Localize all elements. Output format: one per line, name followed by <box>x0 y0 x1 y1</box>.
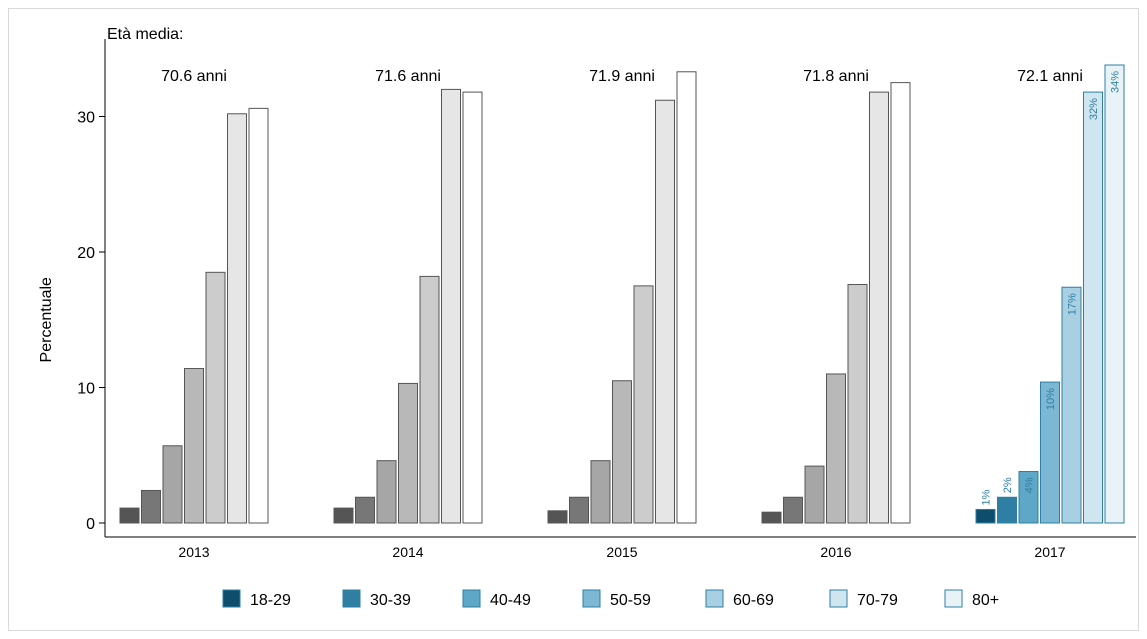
bar-label-80+: 34% <box>1110 71 1122 93</box>
legend-label-40-49: 40-49 <box>490 592 531 609</box>
x-tick-label-2015: 2015 <box>606 544 637 560</box>
y-tick-label: 0 <box>86 516 95 533</box>
legend-swatch-50-59 <box>582 589 601 608</box>
mean-age-label-2016: 71.8 anni <box>803 68 869 85</box>
bar-2017-60-69 <box>1061 286 1082 524</box>
x-tick-label-2016: 2016 <box>820 544 851 560</box>
age-distribution-chart: 0 10 20 30 Percentuale Età media: 2013 70.6 an… <box>38 26 1136 609</box>
bar-2016-50-59 <box>826 373 846 524</box>
bar-2014-40-49 <box>376 460 397 524</box>
bar-2016-30-39 <box>783 496 803 524</box>
legend-swatch-60-69 <box>705 589 724 608</box>
axes: 0 10 20 30 Percentuale <box>38 39 1136 538</box>
bar-label-18-29: 1% <box>981 489 993 505</box>
bar-2013-40-49 <box>162 445 183 524</box>
legend-label-80+: 80+ <box>972 592 999 609</box>
bar-2015-30-39 <box>569 496 589 524</box>
y-tick-label: 20 <box>77 245 95 262</box>
mean-age-label-2017: 72.1 anni <box>1017 68 1083 85</box>
bar-2015-18-29 <box>547 510 568 524</box>
bar-2014-80+ <box>462 91 483 524</box>
bar-2015-40-49 <box>590 460 611 524</box>
legend-label-50-59: 50-59 <box>610 592 651 609</box>
bar-2017-80+ <box>1104 64 1125 524</box>
bar-2016-18-29 <box>761 511 782 524</box>
labels: Età media: 2013 70.6 anni 2014 71.6 anni 2015… <box>107 26 1122 560</box>
bar-2015-70-79 <box>655 99 675 524</box>
legend-swatch-30-39 <box>342 589 361 608</box>
bar-2013-18-29 <box>119 507 140 524</box>
bar-label-60-69: 17% <box>1067 293 1079 315</box>
bar-label-30-39: 2% <box>1002 477 1014 493</box>
bar-2014-30-39 <box>355 496 375 524</box>
bar-label-70-79: 32% <box>1088 98 1100 120</box>
x-tick-label-2014: 2014 <box>392 544 423 560</box>
bar-2017-30-39 <box>997 496 1017 524</box>
x-tick-label-2013: 2013 <box>178 544 209 560</box>
bars <box>119 64 1125 524</box>
bar-2013-80+ <box>248 107 269 524</box>
bar-2016-60-69 <box>847 284 868 524</box>
legend-swatch-80+ <box>944 589 963 608</box>
bar-2016-80+ <box>890 82 911 524</box>
bar-2015-50-59 <box>612 380 632 524</box>
bar-2015-80+ <box>676 71 697 524</box>
legend-swatch-18-29 <box>222 589 241 608</box>
bar-2013-60-69 <box>205 271 226 524</box>
bar-2014-50-59 <box>398 382 418 524</box>
bar-2016-40-49 <box>804 465 825 524</box>
mean-age-label-2014: 71.6 anni <box>375 68 441 85</box>
bar-2017-40-49 <box>1018 471 1039 524</box>
y-tick-label: 30 <box>77 110 95 127</box>
bar-2013-50-59 <box>184 368 204 524</box>
legend-label-70-79: 70-79 <box>857 592 898 609</box>
mean-age-label-2013: 70.6 anni <box>161 68 227 85</box>
bar-2014-70-79 <box>441 88 461 524</box>
legend: 18-29 30-39 40-49 50-59 60-69 70-79 80+ <box>222 589 999 609</box>
legend-swatch-70-79 <box>829 589 848 608</box>
x-tick-label-2017: 2017 <box>1034 544 1065 560</box>
bar-2015-60-69 <box>633 285 654 524</box>
bar-2016-70-79 <box>869 91 889 524</box>
bar-label-40-49: 4% <box>1024 477 1036 493</box>
bar-2013-70-79 <box>227 113 247 524</box>
bar-2014-18-29 <box>333 507 354 524</box>
y-tick-label: 10 <box>77 381 95 398</box>
bar-2014-60-69 <box>419 275 440 524</box>
mean-age-label-2015: 71.9 anni <box>589 68 655 85</box>
legend-label-60-69: 60-69 <box>733 592 774 609</box>
chart-frame: 0 10 20 30 Percentuale Età media: 2013 70.6 an… <box>8 8 1139 631</box>
legend-swatch-40-49 <box>462 589 481 608</box>
legend-label-30-39: 30-39 <box>370 592 411 609</box>
mean-age-title: Età media: <box>107 26 183 43</box>
y-axis-title: Percentuale <box>38 277 55 362</box>
bar-label-50-59: 10% <box>1045 388 1057 410</box>
bar-2017-50-59 <box>1040 381 1060 524</box>
bar-2017-18-29 <box>975 508 996 524</box>
bar-2013-30-39 <box>141 489 161 524</box>
legend-label-18-29: 18-29 <box>250 592 291 609</box>
bar-2017-70-79 <box>1083 91 1103 524</box>
